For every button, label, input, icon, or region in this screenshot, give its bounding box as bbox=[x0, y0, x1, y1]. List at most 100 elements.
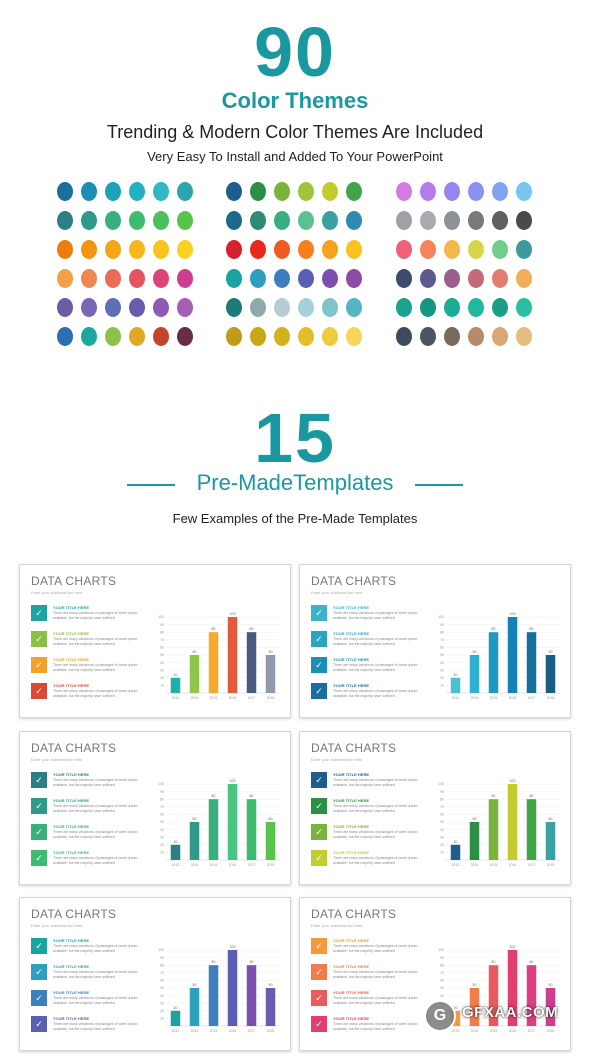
y-tick-label: 80 bbox=[440, 797, 444, 801]
color-swatch bbox=[81, 182, 97, 201]
item-text: There are many variations of passages of… bbox=[53, 944, 138, 953]
y-tick-label: 100 bbox=[438, 948, 444, 952]
y-tick-label: 20 bbox=[160, 676, 164, 680]
color-swatch bbox=[57, 298, 73, 317]
color-swatch bbox=[298, 298, 314, 317]
color-swatch bbox=[105, 298, 121, 317]
palette-row bbox=[396, 327, 536, 351]
cart-icon: ✓ bbox=[311, 824, 327, 840]
color-swatch bbox=[444, 240, 460, 259]
color-swatch bbox=[226, 211, 242, 230]
x-tick-label: 2017 bbox=[248, 696, 256, 700]
card-list-item: ✓ YOUR TITLE HERE There are many variation… bbox=[31, 772, 156, 794]
card-list-item: ✓ YOUR TITLE HERE There are many variation… bbox=[31, 798, 156, 820]
color-swatch bbox=[129, 240, 145, 259]
bar-chart: 10 20 30 40 50 60 70 80 90 100 20 2013 50 2014 80 2015 1… bbox=[158, 612, 280, 700]
bar bbox=[227, 617, 238, 693]
cart-icon: ✓ bbox=[311, 990, 327, 1006]
color-swatch bbox=[274, 269, 290, 288]
x-tick-label: 2015 bbox=[490, 1029, 498, 1033]
x-tick-label: 2015 bbox=[210, 696, 218, 700]
card-title: DATA CHARTS bbox=[311, 741, 397, 755]
color-swatch bbox=[516, 298, 532, 317]
color-swatch bbox=[81, 327, 97, 346]
y-tick-label: 30 bbox=[440, 835, 444, 839]
bar bbox=[189, 655, 200, 693]
item-text: There are many variations of passages of… bbox=[333, 611, 418, 620]
x-tick-label: 2014 bbox=[471, 863, 479, 867]
y-tick-label: 60 bbox=[160, 813, 164, 817]
bar-value-label: 80 bbox=[530, 794, 534, 798]
bar bbox=[208, 799, 219, 860]
bar bbox=[507, 784, 518, 860]
palette-row bbox=[226, 182, 366, 206]
color-swatch bbox=[298, 182, 314, 201]
bar bbox=[189, 822, 200, 860]
bar bbox=[469, 822, 480, 860]
x-tick-label: 2018 bbox=[547, 863, 555, 867]
color-swatch bbox=[468, 298, 484, 317]
palette-group-2 bbox=[226, 182, 366, 354]
item-text: There are many variations of passages of… bbox=[333, 1022, 418, 1031]
color-swatch bbox=[153, 298, 169, 317]
divider-right bbox=[415, 484, 463, 486]
x-tick-label: 2013 bbox=[452, 696, 460, 700]
bar bbox=[170, 1010, 181, 1026]
cart-icon: ✓ bbox=[31, 683, 47, 699]
y-tick-label: 40 bbox=[160, 828, 164, 832]
y-tick-label: 20 bbox=[160, 1009, 164, 1013]
y-tick-label: 100 bbox=[438, 615, 444, 619]
card-title: DATA CHARTS bbox=[311, 907, 397, 921]
bar-value-label: 100 bbox=[230, 945, 236, 949]
x-tick-label: 2017 bbox=[248, 1029, 256, 1033]
x-tick-label: 2015 bbox=[210, 1029, 218, 1033]
cart-icon: ✓ bbox=[31, 657, 47, 673]
bar bbox=[227, 784, 238, 860]
color-swatch bbox=[468, 269, 484, 288]
bar-value-label: 80 bbox=[212, 960, 216, 964]
bar-value-label: 20 bbox=[174, 1006, 178, 1010]
color-swatch bbox=[492, 269, 508, 288]
y-tick-label: 90 bbox=[160, 623, 164, 627]
y-tick-label: 30 bbox=[160, 1001, 164, 1005]
bar-value-label: 80 bbox=[530, 960, 534, 964]
color-swatch bbox=[274, 240, 290, 259]
color-swatch bbox=[420, 211, 436, 230]
y-tick-label: 90 bbox=[440, 956, 444, 960]
color-swatch bbox=[492, 182, 508, 201]
x-tick-label: 2017 bbox=[528, 696, 536, 700]
color-swatch bbox=[298, 211, 314, 230]
y-tick-label: 10 bbox=[440, 684, 444, 688]
color-swatch bbox=[226, 269, 242, 288]
item-text: There are many variations of passages of… bbox=[333, 996, 418, 1005]
item-title: YOUR TITLE HERE bbox=[53, 964, 90, 969]
cart-icon: ✓ bbox=[311, 605, 327, 621]
y-tick-label: 20 bbox=[160, 843, 164, 847]
x-tick-label: 2018 bbox=[267, 863, 275, 867]
cart-icon: ✓ bbox=[311, 798, 327, 814]
color-swatch bbox=[492, 211, 508, 230]
y-tick-label: 10 bbox=[160, 851, 164, 855]
color-swatch bbox=[105, 182, 121, 201]
bar-value-label: 50 bbox=[473, 817, 477, 821]
palette-row bbox=[57, 327, 197, 351]
card-list-item: ✓ YOUR TITLE HERE There are many variation… bbox=[311, 605, 436, 627]
card-list-item: ✓ YOUR TITLE HERE There are many variation… bbox=[31, 631, 156, 653]
y-tick-label: 30 bbox=[160, 668, 164, 672]
y-tick-label: 90 bbox=[440, 790, 444, 794]
color-swatch bbox=[420, 298, 436, 317]
y-tick-label: 50 bbox=[160, 820, 164, 824]
bar-value-label: 100 bbox=[510, 945, 516, 949]
y-tick-label: 40 bbox=[440, 994, 444, 998]
y-tick-label: 40 bbox=[440, 828, 444, 832]
y-tick-label: 60 bbox=[160, 979, 164, 983]
x-tick-label: 2016 bbox=[509, 1029, 517, 1033]
bar bbox=[246, 965, 257, 1026]
bar-value-label: 50 bbox=[193, 983, 197, 987]
item-title: YOUR TITLE HERE bbox=[53, 798, 90, 803]
cart-icon: ✓ bbox=[31, 964, 47, 980]
color-swatch bbox=[444, 298, 460, 317]
color-swatch bbox=[57, 211, 73, 230]
cart-icon: ✓ bbox=[31, 605, 47, 621]
color-swatch bbox=[298, 269, 314, 288]
